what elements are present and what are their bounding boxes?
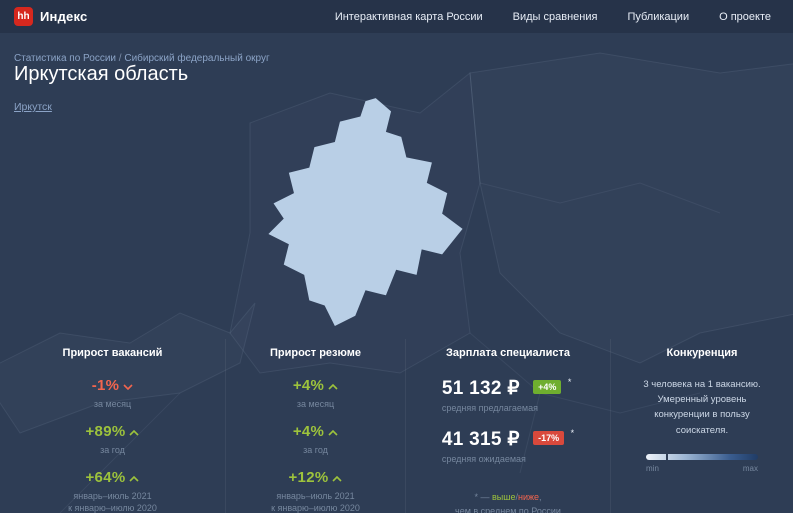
vacancies-period-stat: +64% январь–июль 2021 к январю–июлю 2020 <box>0 469 225 513</box>
vacancies-month-value: -1% <box>91 377 120 394</box>
breadcrumb-link-russia[interactable]: Статистика по России <box>14 53 117 64</box>
nav-comparison-views[interactable]: Виды сравнения <box>512 10 598 23</box>
salary-title: Зарплата специалиста <box>446 347 570 359</box>
vacancies-period-label: январь–июль 2021 к январю–июлю 2020 <box>68 491 157 513</box>
brand[interactable]: hh Индекс <box>14 7 87 26</box>
competition-text: 3 человека на 1 вакансию. Умеренный уров… <box>611 377 793 438</box>
main-nav: Интерактивная карта России Виды сравнени… <box>335 11 771 23</box>
irkutsk-region-map[interactable] <box>263 93 468 328</box>
salary-values: 51 132 ₽ +4% * средняя предлагаемая 41 3… <box>442 377 574 479</box>
salary-offered-label: средняя предлагаемая <box>441 403 538 413</box>
vacancies-period-value: +64% <box>85 469 126 487</box>
irkutsk-region-shape[interactable] <box>268 98 463 326</box>
resumes-title: Прирост резюме <box>269 347 362 359</box>
scale-max-label: max <box>742 463 758 473</box>
top-nav-bar: hh Индекс Интерактивная карта России Вид… <box>0 0 793 33</box>
competition-scale-marker <box>666 451 669 462</box>
footnote-line2: чем в среднем по России <box>455 505 561 513</box>
main-area: Статистика по России / Сибирский федерал… <box>0 33 793 513</box>
salary-expected-footnote-mark: * <box>570 428 575 439</box>
resumes-period-label: январь–июль 2021 к январю–июлю 2020 <box>271 491 360 513</box>
vacancies-month-label: за месяц <box>93 399 132 409</box>
scale-min-label: min <box>646 463 659 473</box>
competition-title: Конкуренция <box>666 347 738 359</box>
trend-up-icon <box>328 430 338 436</box>
hh-logo-icon[interactable]: hh <box>14 7 33 26</box>
vacancies-column: Прирост вакансий -1% за месяц +89% за го… <box>0 339 225 513</box>
breadcrumb: Статистика по России / Сибирский федерал… <box>14 53 270 64</box>
salary-expected-value: 41 315 ₽ <box>441 429 520 451</box>
salary-footnote: * — выше/ниже, чем в среднем по России <box>406 491 610 513</box>
trend-up-icon <box>332 476 343 482</box>
footnote-lower: ниже <box>517 492 540 503</box>
salary-offered: 51 132 ₽ +4% * средняя предлагаемая <box>442 377 574 414</box>
resumes-year-label: за год <box>303 445 328 456</box>
breadcrumb-link-district[interactable]: Сибирский федеральный округ <box>124 53 270 64</box>
trend-down-icon <box>123 384 133 391</box>
breadcrumb-separator: / <box>116 53 125 64</box>
competition-line2: Умеренный уровень конкуренции в пользу с… <box>654 394 750 436</box>
stats-panel: Прирост вакансий -1% за месяц +89% за го… <box>0 339 793 513</box>
salary-offered-footnote-mark: * <box>567 377 572 387</box>
vacancies-month-stat: -1% за месяц <box>0 377 225 410</box>
resumes-month-label: за месяц <box>296 399 335 409</box>
salary-expected-label: средняя ожидаемая <box>441 454 526 465</box>
resumes-month-stat: +4% за месяц <box>226 377 405 410</box>
footnote-higher: выше <box>491 492 516 503</box>
trend-up-icon <box>328 383 338 390</box>
vacancies-year-value: +89% <box>85 423 126 441</box>
resumes-year-stat: +4% за год <box>226 423 405 456</box>
competition-scale-bar <box>646 451 758 462</box>
vacancies-title: Прирост вакансий <box>62 347 163 359</box>
salary-offered-badge: +4% <box>533 380 562 394</box>
vacancies-year-label: за год <box>100 445 125 456</box>
salary-expected-badge: -17% <box>533 431 565 446</box>
competition-line1: 3 человека на 1 вакансию. <box>643 379 761 390</box>
brand-name: Индекс <box>40 9 88 24</box>
salary-expected: 41 315 ₽ -17% * средняя ожидаемая <box>442 428 574 465</box>
page-title: Иркутская область <box>14 63 189 85</box>
trend-up-icon <box>129 430 140 436</box>
resumes-period-stat: +12% январь–июль 2021 к январю–июлю 2020 <box>226 469 405 513</box>
competition-column: Конкуренция 3 человека на 1 вакансию. Ум… <box>610 339 793 513</box>
city-link[interactable]: Иркутск <box>14 101 52 113</box>
salary-offered-value: 51 132 ₽ <box>441 378 520 399</box>
nav-interactive-map[interactable]: Интерактивная карта России <box>334 10 483 23</box>
nav-about[interactable]: О проекте <box>719 10 771 23</box>
vacancies-year-stat: +89% за год <box>0 423 225 456</box>
competition-scale-labels: min max <box>646 464 758 473</box>
resumes-year-value: +4% <box>292 423 325 441</box>
nav-publications[interactable]: Публикации <box>627 10 690 23</box>
resumes-month-value: +4% <box>292 377 325 394</box>
resumes-period-value: +12% <box>288 469 329 487</box>
salary-column: Зарплата специалиста 51 132 ₽ +4% * сред… <box>405 339 610 513</box>
resumes-column: Прирост резюме +4% за месяц +4% за год +… <box>225 339 405 513</box>
competition-scale: min max <box>646 451 758 473</box>
trend-up-icon <box>129 476 140 482</box>
